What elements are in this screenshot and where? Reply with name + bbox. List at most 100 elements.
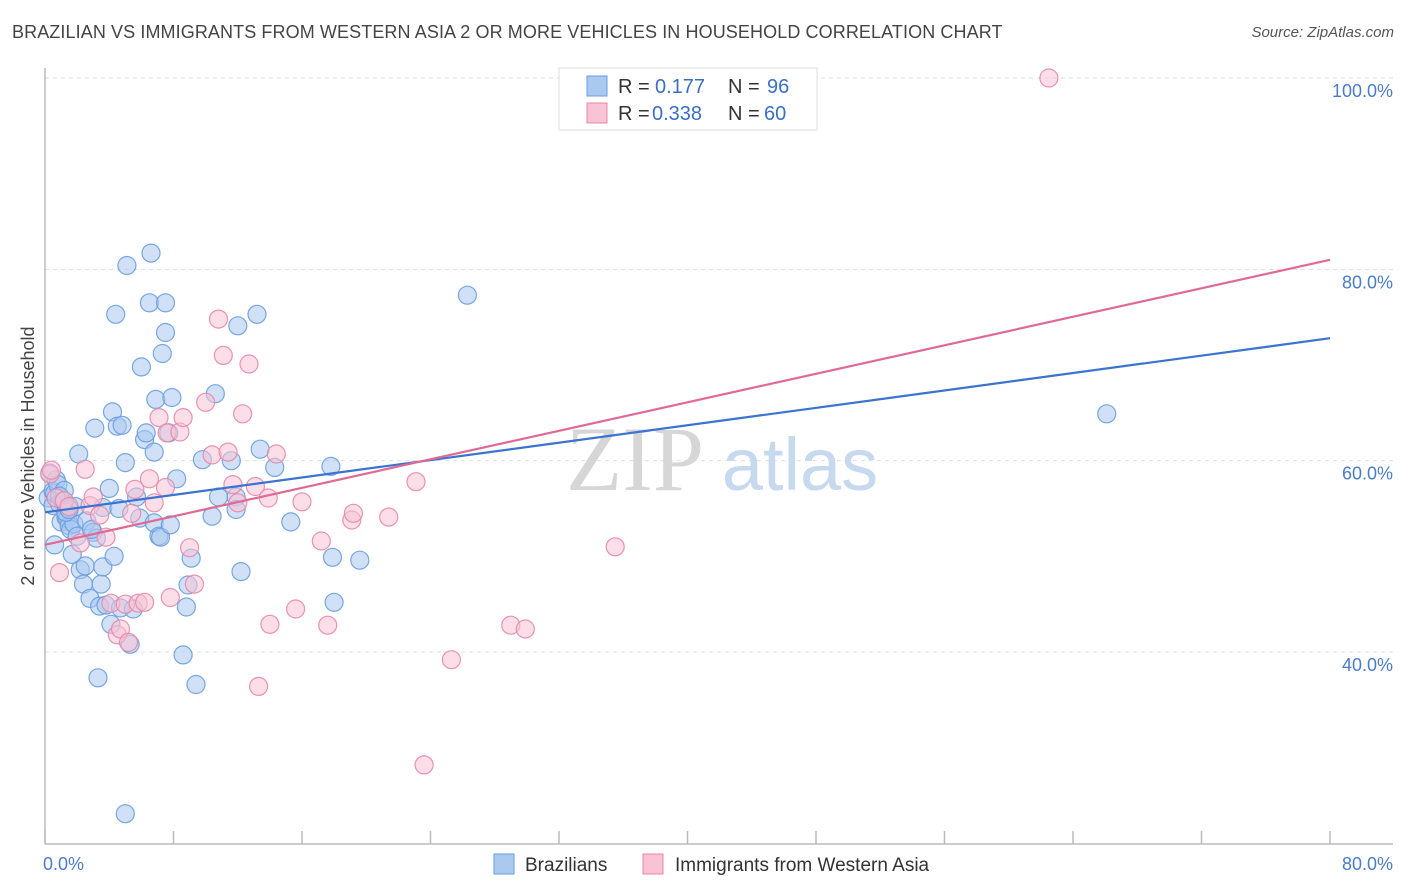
point-brazilians-40	[112, 415, 132, 435]
point-western-asia-49	[343, 503, 363, 523]
point-western-asia-58	[1039, 68, 1059, 88]
point-western-asia-6	[75, 459, 95, 479]
point-western-asia-50	[379, 507, 399, 527]
point-brazilians-53	[146, 389, 166, 409]
point-western-asia-33	[213, 345, 233, 365]
y-tick-labels: 40.0% 60.0% 80.0% 100.0%	[1332, 81, 1393, 675]
y-tick-label-100: 100.0%	[1332, 81, 1393, 101]
point-brazilians-61	[162, 387, 182, 408]
point-western-asia-45	[292, 492, 312, 512]
watermark-zip: ZIP	[566, 408, 704, 510]
bottom-legend-label-brazilians: Brazilians	[525, 855, 607, 876]
point-western-asia-23	[155, 477, 176, 498]
point-western-asia-35	[223, 475, 243, 495]
bottom-legend-swatch-brazilians	[493, 853, 515, 875]
point-western-asia-39	[245, 476, 265, 497]
legend-r-value-2: 0.338	[652, 103, 702, 125]
legend-n-label-1: N =	[728, 76, 760, 98]
legend-r-value-1: 0.177	[655, 76, 705, 98]
point-brazilians-28	[91, 574, 111, 594]
x-tick-label-min: 0.0%	[43, 854, 84, 874]
point-brazilians-56	[152, 343, 172, 364]
watermark: ZIP atlas	[566, 408, 878, 510]
point-western-asia-29	[184, 574, 204, 594]
y-axis-label: 2 or more Vehicles in Household	[18, 326, 38, 585]
point-western-asia-19	[135, 592, 155, 612]
point-western-asia-16	[122, 503, 142, 523]
point-brazilians-84	[350, 550, 370, 570]
point-brazilians-26	[85, 418, 105, 438]
point-western-asia-22	[149, 408, 169, 428]
point-brazilians-82	[322, 547, 343, 567]
x-tick-label-max: 80.0%	[1342, 854, 1393, 874]
point-western-asia-38	[239, 354, 259, 374]
point-brazilians-42	[117, 255, 137, 276]
point-western-asia-51	[406, 472, 426, 492]
point-western-asia-30	[196, 392, 216, 412]
point-western-asia-40	[249, 676, 269, 697]
legend-n-value-1: 96	[767, 76, 789, 98]
point-brazilians-64	[176, 597, 196, 617]
trend-line-western-asia	[44, 258, 1331, 546]
point-western-asia-56	[605, 537, 625, 557]
source-label: Source: ZipAtlas.com	[1251, 24, 1394, 41]
series-western-asia	[40, 68, 1059, 775]
point-western-asia-52	[414, 755, 434, 775]
legend-r-label-1: R =	[618, 76, 650, 98]
point-brazilians-88	[88, 668, 108, 688]
point-brazilians-67	[186, 674, 206, 695]
point-western-asia-44	[286, 599, 306, 619]
point-western-asia-34	[218, 442, 238, 462]
point-brazilians-49	[136, 423, 156, 443]
trend-lines	[44, 258, 1331, 546]
legend-swatch-western-asia	[586, 102, 608, 124]
point-brazilians-83	[324, 592, 344, 612]
point-brazilians-80	[281, 512, 301, 532]
point-western-asia-41	[258, 488, 278, 508]
point-brazilians-85	[457, 285, 477, 305]
point-western-asia-20	[139, 469, 159, 489]
point-western-asia-32	[208, 309, 229, 329]
bottom-legend-swatch-western-asia	[642, 853, 664, 875]
point-western-asia-55	[515, 619, 535, 639]
point-brazilians-63	[173, 645, 193, 665]
point-brazilians-41	[115, 453, 135, 473]
point-western-asia-8	[83, 487, 103, 507]
chart-title: BRAZILIAN VS IMMIGRANTS FROM WESTERN ASI…	[12, 22, 1003, 42]
point-western-asia-47	[318, 615, 338, 635]
point-brazilians-86	[1097, 404, 1117, 424]
legend-swatch-brazilians	[586, 75, 608, 97]
watermark-atlas: atlas	[722, 423, 878, 506]
point-brazilians-78	[250, 439, 270, 459]
legend-n-label-2: N =	[728, 103, 760, 125]
point-western-asia-28	[180, 538, 200, 558]
trend-line-brazilians	[44, 337, 1331, 514]
point-western-asia-25	[160, 587, 180, 608]
point-western-asia-27	[173, 408, 193, 428]
stats-legend: R = 0.177 N = 96 R = 0.338 N = 60	[558, 67, 818, 131]
point-western-asia-53	[441, 650, 461, 670]
series-brazilians	[38, 243, 1117, 824]
series-legend: Brazilians Immigrants from Western Asia	[493, 853, 930, 876]
point-western-asia-43	[266, 444, 286, 464]
point-western-asia-46	[311, 531, 331, 551]
legend-r-label-2: R =	[618, 103, 650, 125]
point-brazilians-37	[106, 304, 126, 324]
point-brazilians-22	[75, 556, 95, 576]
point-western-asia-17	[125, 479, 145, 499]
y-tick-label-40: 40.0%	[1342, 655, 1393, 675]
point-brazilians-93	[144, 442, 164, 462]
point-western-asia-31	[202, 445, 222, 465]
point-brazilians-33	[99, 478, 119, 498]
y-tick-label-60: 60.0%	[1342, 464, 1393, 484]
point-brazilians-76	[231, 561, 251, 582]
point-brazilians-58	[155, 322, 176, 343]
point-brazilians-50	[139, 293, 159, 313]
point-western-asia-4	[59, 497, 79, 517]
point-brazilians-81	[321, 456, 341, 476]
y-tick-label-80: 80.0%	[1342, 272, 1393, 292]
point-western-asia-37	[233, 404, 253, 424]
point-brazilians-75	[228, 316, 248, 336]
point-brazilians-36	[104, 546, 124, 566]
